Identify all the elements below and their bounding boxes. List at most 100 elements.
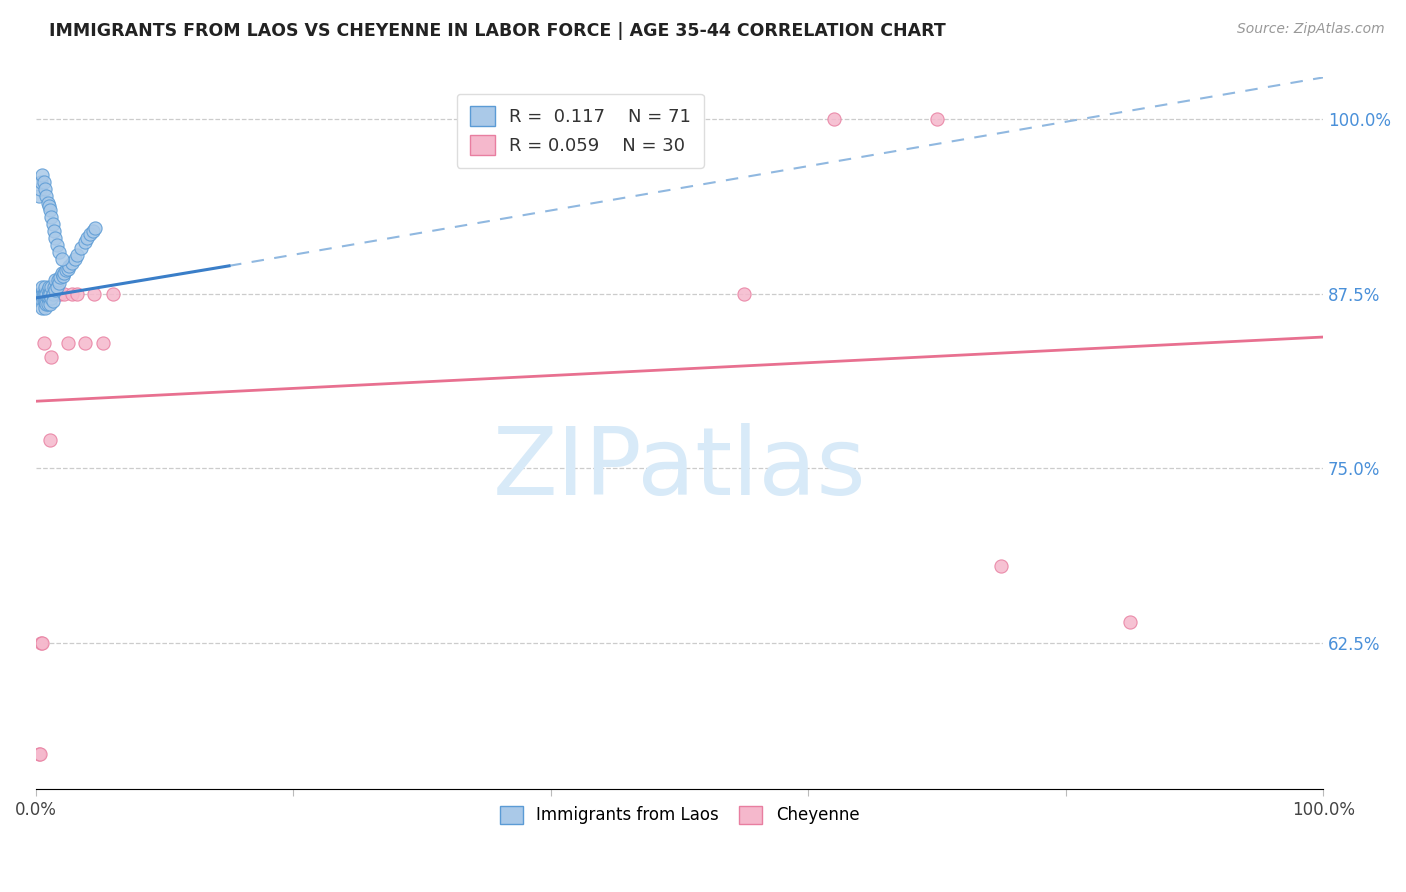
- Point: [37, 291, 59, 305]
- Text: IMMIGRANTS FROM LAOS VS CHEYENNE IN LABOR FORCE | AGE 35-44 CORRELATION CHART: IMMIGRANTS FROM LAOS VS CHEYENNE IN LABO…: [49, 22, 946, 40]
- Point: [31, 280, 53, 294]
- Point: [37, 283, 59, 297]
- Point: [32, 286, 55, 301]
- Point: [51, 266, 73, 280]
- Point: [34, 293, 56, 308]
- Point: [38, 286, 60, 301]
- Point: [56, 261, 79, 276]
- Point: [1119, 615, 1142, 629]
- Point: [53, 266, 76, 280]
- Point: [32, 286, 55, 301]
- Point: [34, 286, 56, 301]
- Text: ZIPatlas: ZIPatlas: [492, 423, 866, 515]
- Point: [823, 112, 845, 127]
- Point: [45, 238, 67, 252]
- Point: [37, 286, 59, 301]
- Point: [31, 635, 53, 649]
- Legend: Immigrants from Laos, Cheyenne: Immigrants from Laos, Cheyenne: [489, 796, 869, 834]
- Point: [28, 286, 51, 301]
- Point: [41, 210, 63, 224]
- Point: [41, 280, 63, 294]
- Point: [39, 202, 62, 217]
- Point: [101, 286, 124, 301]
- Point: [990, 558, 1012, 573]
- Point: [42, 280, 65, 294]
- Point: [48, 276, 70, 290]
- Point: [91, 335, 114, 350]
- Point: [56, 335, 79, 350]
- Point: [31, 286, 53, 301]
- Point: [39, 286, 62, 301]
- Point: [83, 286, 105, 301]
- Point: [32, 286, 55, 301]
- Point: [44, 286, 66, 301]
- Point: [49, 270, 72, 285]
- Point: [63, 252, 86, 266]
- Point: [55, 263, 77, 277]
- Point: [41, 291, 63, 305]
- Point: [49, 286, 72, 301]
- Point: [38, 199, 60, 213]
- Point: [31, 293, 53, 308]
- Point: [32, 293, 55, 308]
- Text: Source: ZipAtlas.com: Source: ZipAtlas.com: [1237, 22, 1385, 37]
- Point: [60, 256, 83, 270]
- Point: [48, 244, 70, 259]
- Point: [46, 286, 69, 301]
- Point: [37, 296, 59, 310]
- Point: [38, 291, 60, 305]
- Point: [37, 196, 59, 211]
- Point: [32, 175, 55, 189]
- Point: [27, 286, 49, 301]
- Point: [38, 286, 60, 301]
- Point: [31, 286, 53, 301]
- Point: [51, 252, 73, 266]
- Point: [30, 175, 52, 189]
- Point: [44, 283, 66, 297]
- Point: [31, 286, 53, 301]
- Point: [28, 286, 51, 301]
- Point: [70, 241, 93, 255]
- Point: [35, 293, 58, 308]
- Point: [82, 224, 104, 238]
- Point: [58, 259, 80, 273]
- Point: [41, 350, 63, 364]
- Point: [30, 635, 52, 649]
- Point: [45, 280, 67, 294]
- Point: [46, 273, 69, 287]
- Point: [41, 280, 63, 294]
- Point: [39, 296, 62, 310]
- Point: [41, 286, 63, 301]
- Point: [66, 248, 89, 262]
- Point: [35, 296, 58, 310]
- Point: [42, 224, 65, 238]
- Point: [31, 168, 53, 182]
- Point: [76, 231, 98, 245]
- Point: [60, 286, 83, 301]
- Point: [733, 286, 755, 301]
- Point: [79, 227, 101, 241]
- Point: [38, 280, 60, 294]
- Point: [84, 221, 107, 235]
- Point: [27, 189, 49, 203]
- Point: [39, 434, 62, 448]
- Point: [32, 335, 55, 350]
- Point: [66, 286, 89, 301]
- Point: [28, 747, 51, 762]
- Point: [35, 189, 58, 203]
- Point: [35, 286, 58, 301]
- Point: [44, 273, 66, 287]
- Point: [41, 293, 63, 308]
- Point: [30, 286, 52, 301]
- Point: [28, 182, 51, 196]
- Point: [52, 268, 75, 283]
- Point: [35, 286, 58, 301]
- Point: [27, 747, 49, 762]
- Point: [44, 231, 66, 245]
- Point: [34, 301, 56, 315]
- Point: [73, 235, 96, 249]
- Point: [31, 301, 53, 315]
- Point: [41, 217, 63, 231]
- Point: [73, 335, 96, 350]
- Point: [925, 112, 948, 127]
